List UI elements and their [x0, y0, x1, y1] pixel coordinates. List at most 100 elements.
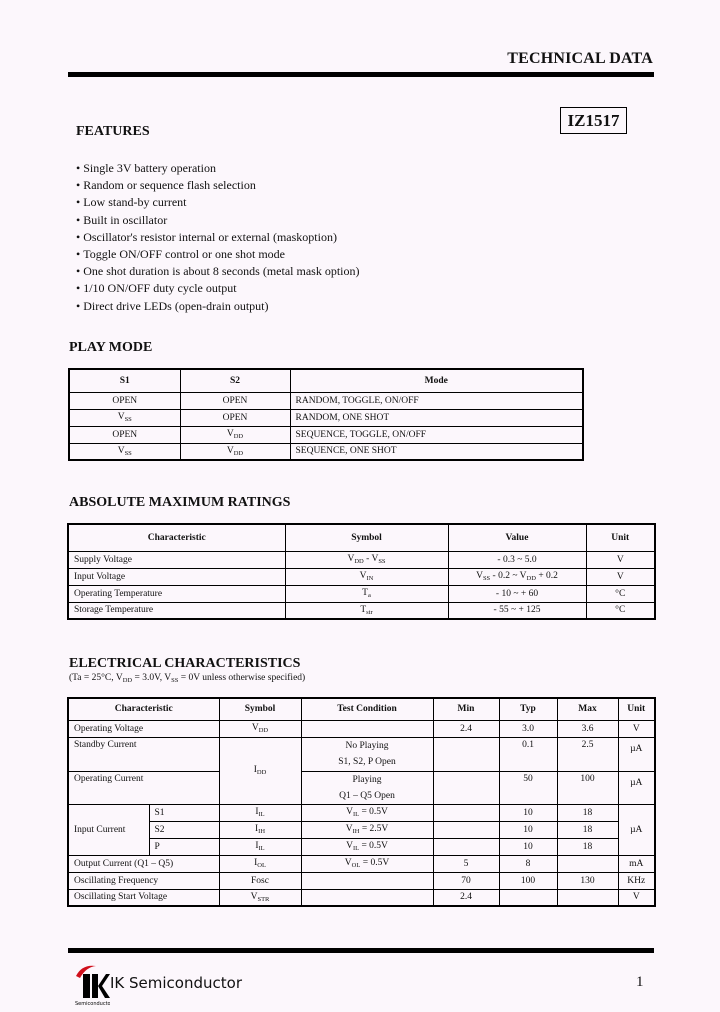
subscript: OL [257, 862, 266, 869]
text-segment: - V [363, 554, 379, 564]
text-segment: V [616, 571, 624, 582]
min-cell [432, 803, 500, 822]
max-cell: 18 [556, 820, 619, 839]
column-header: Unit [617, 697, 656, 721]
table-row: S2 IIH VIH = 2.5V 10 18 [68, 820, 655, 839]
document-header-title: TECHNICAL DATA [507, 50, 653, 67]
unit-cell: µA [617, 770, 656, 805]
subscript: DD [354, 558, 364, 565]
text-segment: SEQUENCE, TOGGLE, ON/OFF [295, 429, 427, 440]
characteristic-cell: Output Current (Q1 – Q5) [67, 854, 220, 873]
text-segment: OPEN [112, 429, 138, 440]
table-cell: VDD [179, 442, 291, 461]
feature-item: Random or sequence flash selection [76, 177, 360, 194]
subscript: IH [352, 828, 360, 835]
text-segment: °C [615, 588, 626, 599]
max-cell: 130 [556, 871, 619, 890]
condition-line: No Playing [345, 741, 389, 751]
column-header: Max [556, 697, 619, 721]
table-cell: VSS [68, 408, 181, 427]
subscript: OL [351, 862, 361, 869]
table-cell: SEQUENCE, TOGGLE, ON/OFF [289, 425, 584, 444]
feature-item: Oscillator's resistor internal or extern… [76, 229, 360, 246]
text-segment: V [117, 412, 125, 422]
subscript: DD [122, 677, 133, 684]
text-segment: Input Voltage [74, 571, 126, 582]
table-row: Output Current (Q1 – Q5) IOL VOL = 0.5V … [67, 854, 656, 873]
typ-cell: 8 [498, 854, 558, 873]
feature-item: One shot duration is about 8 seconds (me… [76, 263, 359, 280]
table-cell: RANDOM, ONE SHOT [289, 408, 584, 427]
text-segment: V [251, 723, 259, 733]
table-cell: VIN [284, 567, 449, 586]
text-segment: T [360, 604, 367, 615]
text-segment: = 0.5V [359, 807, 388, 817]
subscript: STR [257, 895, 270, 903]
symbol-cell: IIL [218, 803, 302, 822]
max-cell: 18 [556, 803, 619, 822]
text-segment: I [255, 841, 259, 851]
typ-cell [498, 888, 558, 907]
electrical-conditions: (Ta = 25°C, VDD = 3.0V, VSS = 0V unless … [69, 673, 305, 684]
table-cell: OPEN [68, 391, 181, 410]
text-segment: V [616, 554, 624, 565]
text-segment: RANDOM, TOGGLE, ON/OFF [295, 395, 419, 406]
text-segment: = 0V unless otherwise specified) [178, 673, 306, 683]
unit-cell: V [617, 719, 656, 738]
symbol-cell: IOL [218, 854, 302, 873]
table-cell: °C [585, 601, 656, 620]
part-number-box: IZ1517 [560, 107, 627, 134]
typ-cell: 10 [498, 820, 558, 839]
column-header: Value [447, 523, 587, 552]
table-cell: RANDOM, TOGGLE, ON/OFF [289, 391, 584, 410]
unit-cell: V [617, 888, 656, 907]
text-segment: V [226, 429, 234, 439]
table-cell: OPEN [179, 391, 291, 410]
page-number: 1 [636, 974, 644, 990]
condition-cell: VOL = 0.5V [300, 854, 434, 873]
text-segment: OPEN [222, 395, 248, 406]
text-segment: V [346, 807, 353, 817]
characteristic-cell: Oscillating Start Voltage [67, 888, 220, 907]
table-cell: Storage Temperature [67, 601, 286, 620]
symbol-cell: IDD [218, 736, 302, 805]
subscript: SS [378, 558, 386, 565]
text-segment: V [226, 445, 234, 456]
symbol-cell: VDD [218, 719, 302, 738]
text-segment: V [359, 571, 367, 581]
min-cell: 5 [432, 854, 500, 873]
subscript: IN [366, 575, 374, 582]
column-header: Typ [498, 697, 558, 721]
table-row: P IIL VIL = 0.5V 10 18 [68, 837, 655, 856]
subscript: SS [171, 677, 179, 684]
feature-item: 1/10 ON/OFF duty cycle output [76, 280, 360, 297]
typ-cell: 0.1 [498, 736, 558, 772]
pin-cell: S2 [148, 820, 220, 839]
unit-cell: µA [617, 803, 656, 856]
subscript: SS [124, 449, 132, 457]
min-cell [432, 820, 500, 839]
unit-cell: mA [617, 854, 656, 873]
text-segment: V [117, 445, 125, 456]
text-segment: T [362, 588, 368, 598]
text-segment: V [250, 891, 258, 902]
pin-cell: P [148, 837, 220, 856]
text-segment: OPEN [112, 395, 138, 406]
subscript: IL [258, 845, 265, 852]
column-header: Symbol [218, 697, 302, 721]
footer-rule [68, 948, 654, 953]
play-mode-heading: PLAY MODE [69, 340, 153, 355]
text-segment: Fosc [251, 875, 269, 886]
svg-text:Semiconductor: Semiconductor [75, 1001, 110, 1006]
feature-item: Low stand-by current [76, 194, 360, 211]
subscript: DD [233, 449, 244, 457]
table-cell: VDD [179, 425, 291, 444]
text-segment: - 0.2 ~ V [490, 571, 527, 581]
text-segment: I [255, 807, 259, 817]
condition-cell: Playing Q1 – Q5 Open [300, 770, 434, 805]
max-cell: 3.6 [556, 719, 619, 738]
subscript: DD [256, 769, 267, 776]
max-cell: 2.5 [556, 736, 619, 772]
table-row: Storage Temperature Tstr - 55 ~ + 125 °C [67, 601, 656, 620]
table-row: Input Voltage VIN VSS - 0.2 ~ VDD + 0.2 V [67, 567, 656, 586]
